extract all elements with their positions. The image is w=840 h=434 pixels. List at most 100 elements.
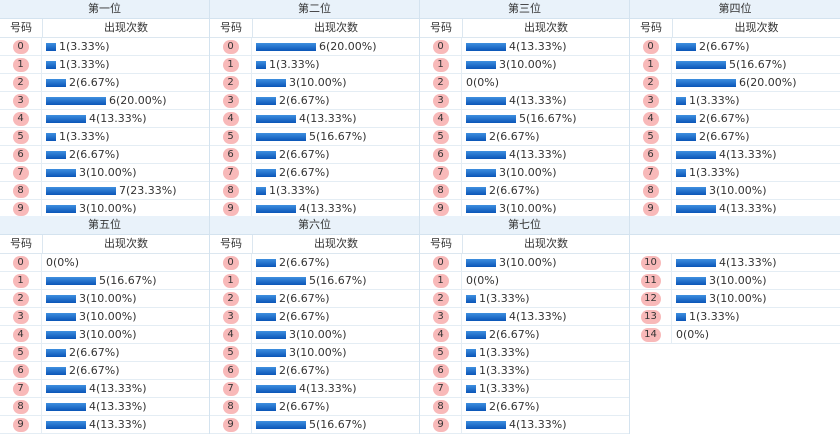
count-text: 2(6.67%) xyxy=(279,148,330,161)
number-cell: 3 xyxy=(210,308,252,325)
count-text: 3(10.00%) xyxy=(289,328,347,341)
count-text: 2(6.67%) xyxy=(699,130,750,143)
frequency-bar xyxy=(256,258,276,267)
number-ball: 7 xyxy=(222,381,239,396)
frequency-bar xyxy=(466,96,506,105)
table-row: 0 3(10.00%) xyxy=(420,254,629,272)
count-text: 5(16.67%) xyxy=(519,112,577,125)
number-cell: 0 xyxy=(210,254,252,271)
frequency-bar xyxy=(46,366,66,375)
table-row: 7 1(3.33%) xyxy=(420,380,629,398)
number-ball: 6 xyxy=(432,363,449,378)
frequency-bar xyxy=(256,402,276,411)
count-cell: 2(6.67%) xyxy=(42,344,209,361)
frequency-bar xyxy=(46,60,56,69)
table-row: 1 5(16.67%) xyxy=(210,272,419,290)
count-cell: 6(20.00%) xyxy=(42,92,209,109)
frequency-bar xyxy=(466,384,476,393)
count-text: 3(10.00%) xyxy=(709,274,767,287)
number-cell: 7 xyxy=(0,380,42,397)
table-row: 4 3(10.00%) xyxy=(210,326,419,344)
number-ball: 2 xyxy=(12,291,29,306)
number-cell: 4 xyxy=(420,326,462,343)
table-row: 8 2(6.67%) xyxy=(420,182,629,200)
count-cell: 1(3.33%) xyxy=(252,182,419,199)
count-text: 0(0%) xyxy=(466,76,500,89)
number-ball: 2 xyxy=(222,75,239,90)
count-cell: 3(10.00%) xyxy=(42,308,209,325)
frequency-bar xyxy=(256,114,296,123)
number-cell: 8 xyxy=(420,398,462,415)
frequency-bar xyxy=(466,60,496,69)
number-ball: 0 xyxy=(642,39,659,54)
number-ball: 7 xyxy=(642,165,659,180)
frequency-bar xyxy=(676,312,686,321)
number-ball: 4 xyxy=(12,111,29,126)
frequency-bar xyxy=(46,132,56,141)
frequency-bar xyxy=(256,330,286,339)
table-row: 2 2(6.67%) xyxy=(0,74,209,92)
number-cell: 7 xyxy=(420,380,462,397)
count-text: 3(10.00%) xyxy=(499,58,557,71)
number-cell: 8 xyxy=(0,398,42,415)
number-ball: 6 xyxy=(12,147,29,162)
table-row: 8 7(23.33%) xyxy=(0,182,209,200)
frequency-bar xyxy=(466,150,506,159)
frequency-bar xyxy=(46,168,76,177)
number-ball: 3 xyxy=(222,93,239,108)
frequency-bar xyxy=(256,384,296,393)
number-ball: 5 xyxy=(432,129,449,144)
frequency-bar xyxy=(466,168,496,177)
number-ball: 4 xyxy=(432,111,449,126)
number-cell: 5 xyxy=(420,128,462,145)
frequency-bar xyxy=(676,60,726,69)
count-text: 0(0%) xyxy=(466,274,500,287)
number-ball: 4 xyxy=(222,111,239,126)
frequency-bar xyxy=(256,168,276,177)
panel-title: 第六位 xyxy=(210,216,419,235)
count-text: 3(10.00%) xyxy=(79,310,137,323)
table-row: 3 2(6.67%) xyxy=(210,308,419,326)
frequency-bar xyxy=(466,132,486,141)
number-ball: 9 xyxy=(642,201,659,216)
panel-title xyxy=(630,216,840,235)
column-header: 号码 出现次数 xyxy=(0,235,209,254)
count-header: 出现次数 xyxy=(524,237,568,250)
count-cell: 1(3.33%) xyxy=(462,362,629,379)
number-ball: 0 xyxy=(222,39,239,54)
count-cell: 3(10.00%) xyxy=(672,290,840,307)
count-text: 6(20.00%) xyxy=(739,76,797,89)
table-row: 4 4(13.33%) xyxy=(0,110,209,128)
number-header: 号码 xyxy=(630,19,673,37)
count-text: 2(6.67%) xyxy=(279,364,330,377)
number-cell: 2 xyxy=(210,74,252,91)
count-cell: 4(13.33%) xyxy=(462,146,629,163)
count-cell: 4(13.33%) xyxy=(42,110,209,127)
count-text: 2(6.67%) xyxy=(279,400,330,413)
count-text: 5(16.67%) xyxy=(99,274,157,287)
number-header: 号码 xyxy=(210,19,253,37)
number-ball: 9 xyxy=(432,201,449,216)
number-ball: 5 xyxy=(432,345,449,360)
frequency-bar xyxy=(46,312,76,321)
count-text: 4(13.33%) xyxy=(719,256,777,269)
count-text: 3(10.00%) xyxy=(709,184,767,197)
count-cell: 3(10.00%) xyxy=(462,164,629,181)
number-ball: 1 xyxy=(12,57,29,72)
count-text: 5(16.67%) xyxy=(309,418,367,431)
table-row: 5 2(6.67%) xyxy=(0,344,209,362)
panel-title: 第三位 xyxy=(420,0,629,19)
count-text: 3(10.00%) xyxy=(79,202,137,215)
number-cell: 9 xyxy=(630,200,672,217)
number-ball: 11 xyxy=(640,273,661,288)
count-header: 出现次数 xyxy=(104,21,148,34)
count-cell: 5(16.67%) xyxy=(42,272,209,289)
count-text: 2(6.67%) xyxy=(489,328,540,341)
number-ball: 7 xyxy=(12,381,29,396)
number-ball: 8 xyxy=(432,183,449,198)
frequency-bar xyxy=(46,114,86,123)
count-cell: 2(6.67%) xyxy=(462,326,629,343)
number-header: 号码 xyxy=(210,235,253,253)
count-cell: 3(10.00%) xyxy=(672,182,840,199)
count-text: 2(6.67%) xyxy=(489,130,540,143)
